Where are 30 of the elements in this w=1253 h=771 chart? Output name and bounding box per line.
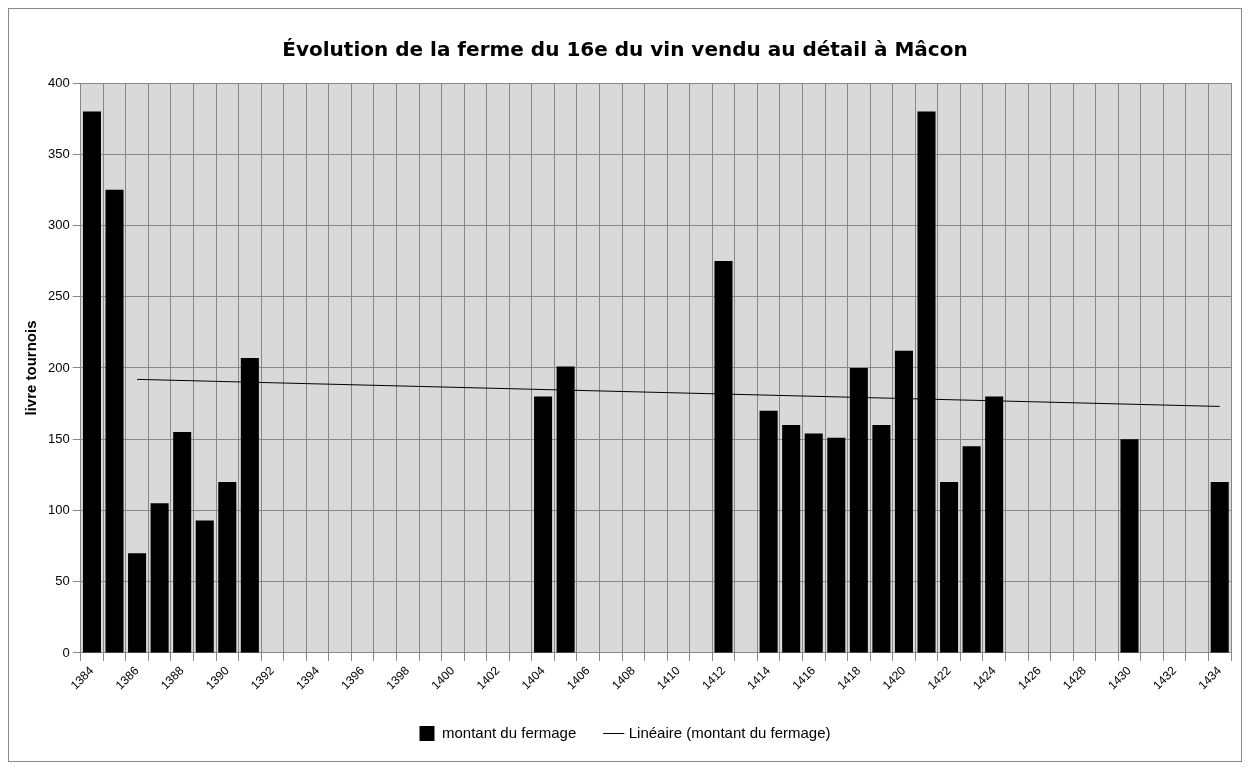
- bar: [804, 433, 823, 653]
- y-tick-label: 350: [47, 145, 70, 161]
- bar: [1210, 481, 1229, 653]
- y-tick-label: 100: [47, 502, 70, 518]
- bar: [105, 189, 124, 653]
- bar: [1120, 439, 1139, 653]
- bar: [962, 446, 981, 653]
- legend-label: Linéaire (montant du fermage): [628, 723, 831, 741]
- y-tick-label: 150: [47, 430, 70, 446]
- y-tick-label: 250: [47, 288, 70, 304]
- bar: [534, 396, 553, 653]
- chart-title: Évolution de la ferme du 16e du vin vendu au détail à Mâcon: [282, 37, 968, 62]
- bar: [759, 410, 778, 653]
- y-tick-label: 0: [62, 644, 70, 660]
- y-tick-label: 200: [47, 359, 70, 375]
- y-tick-label: 50: [55, 573, 70, 589]
- bar: [782, 424, 801, 653]
- bar: [940, 481, 959, 653]
- bar: [173, 432, 192, 653]
- bar: [195, 520, 214, 653]
- bar: [150, 503, 169, 653]
- bar: [82, 111, 101, 653]
- legend-label: montant du fermage: [441, 723, 577, 741]
- y-tick-label: 400: [47, 74, 70, 90]
- bar: [218, 481, 237, 653]
- y-axis-title: livre tournois: [22, 320, 40, 416]
- bar: [872, 424, 891, 653]
- bar: [128, 553, 147, 653]
- bar: [827, 437, 846, 653]
- y-tick-label: 300: [47, 217, 70, 233]
